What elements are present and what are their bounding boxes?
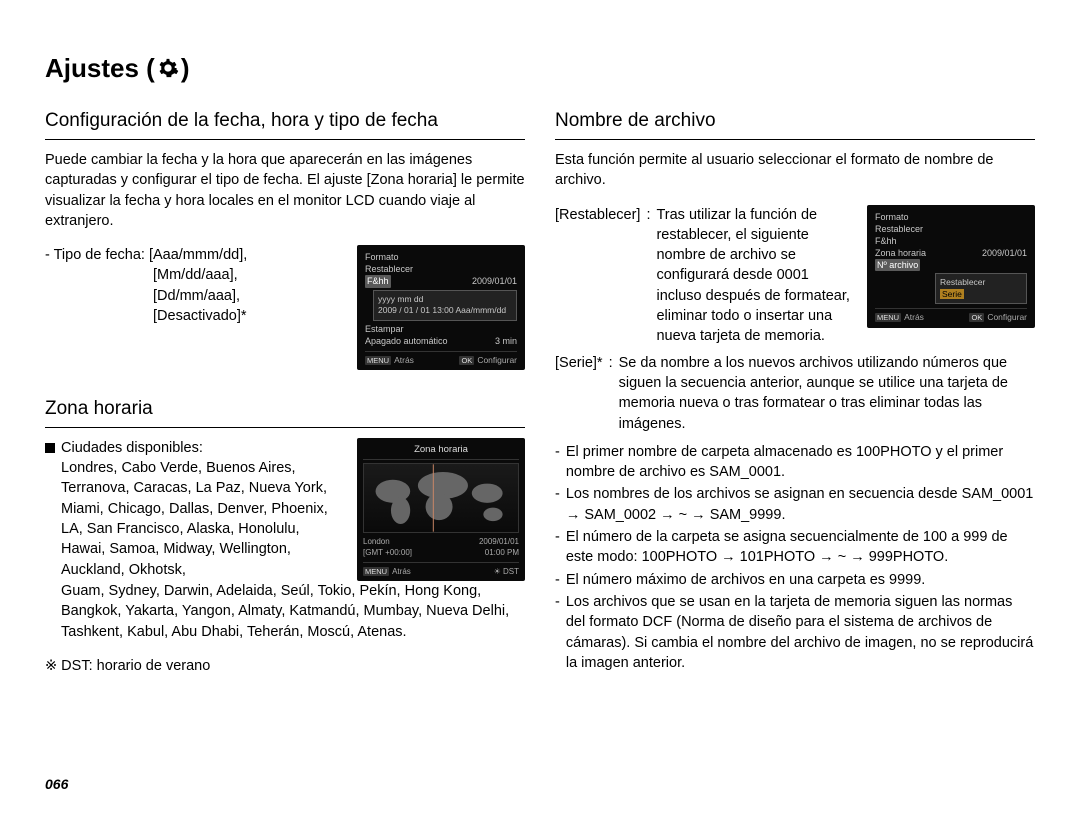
- lcd-line: F&hh: [875, 235, 897, 247]
- section-title: Zona horaria: [45, 396, 525, 428]
- title-prefix: Ajustes (: [45, 50, 155, 86]
- bullet-list: -El primer nombre de carpeta almacenado …: [555, 442, 1035, 673]
- square-bullet-icon: [45, 443, 55, 453]
- lcd-gmt: [GMT +00:00]: [363, 548, 412, 557]
- dst-note: ※ DST: horario de verano: [45, 656, 525, 676]
- dash-icon: -: [555, 527, 560, 568]
- cities-block2: Guam, Sydney, Darwin, Adelaida, Seúl, To…: [45, 581, 525, 642]
- sun-icon: ☀: [494, 567, 501, 576]
- def-sep: :: [609, 353, 613, 434]
- lcd-line: Estampar: [365, 323, 404, 335]
- section-date-time: Configuración de la fecha, hora y tipo d…: [45, 108, 525, 370]
- lcd-back: Atrás: [394, 355, 414, 365]
- lcd-filename: Formato Restablecer F&hh Zona horaria 200…: [867, 205, 1035, 328]
- right-column: Nombre de archivo Esta función permite a…: [555, 108, 1035, 702]
- def-label: [Restablecer]: [555, 205, 640, 347]
- section-title: Configuración de la fecha, hora y tipo d…: [45, 108, 525, 140]
- lcd-pop-sel: Serie: [940, 289, 964, 299]
- lcd-ok: Configurar: [987, 312, 1027, 322]
- lcd-pop-line: yyyy mm dd: [378, 294, 512, 305]
- bullet: El número máximo de archivos en una carp…: [566, 570, 925, 590]
- section-title: Nombre de archivo: [555, 108, 1035, 140]
- ok-btn-icon: OK: [459, 356, 474, 365]
- tipo-value-2: [Dd/mm/aaa],: [153, 286, 345, 306]
- dash-icon: -: [555, 570, 560, 590]
- def-text: Se da nombre a los nuevos archivos utili…: [619, 353, 1035, 434]
- tipo-label: - Tipo de fecha:: [45, 245, 145, 265]
- bullet: El primer nombre de carpeta almacenado e…: [566, 442, 1035, 483]
- lcd-popup: yyyy mm dd 2009 / 01 / 01 13:00 Aaa/mmm/…: [373, 290, 517, 321]
- gear-icon: [157, 57, 179, 79]
- lcd-val: 3 min: [495, 335, 517, 347]
- lcd-map-title: Zona horaria: [363, 443, 519, 460]
- dash-icon: -: [555, 592, 560, 673]
- lcd-city: London: [363, 537, 390, 546]
- world-map-icon: [363, 463, 519, 533]
- lcd-date-type: Formato Restablecer F&hh 2009/01/01 yyyy …: [357, 245, 525, 370]
- lcd-line: Zona horaria: [875, 247, 926, 259]
- lcd-ok: Configurar: [477, 355, 517, 365]
- def-sep: :: [646, 205, 650, 347]
- tipo-value-1: [Mm/dd/aaa],: [153, 265, 345, 285]
- bullet: Los nombres de los archivos se asignan e…: [566, 484, 1035, 525]
- lcd-back: Atrás: [392, 567, 411, 576]
- tipo-value-3: [Desactivado]*: [153, 306, 345, 326]
- dash-icon: -: [555, 442, 560, 483]
- intro-text: Puede cambiar la fecha y la hora que apa…: [45, 150, 525, 231]
- lcd-timezone: Zona horaria: [357, 438, 525, 581]
- lcd-date: 2009/01/01: [479, 537, 519, 546]
- lcd-line: Apagado automático: [365, 335, 448, 347]
- lcd-val: 2009/01/01: [982, 247, 1027, 259]
- lcd-pop-line: 2009 / 01 / 01 13:00 Aaa/mmm/dd: [378, 305, 512, 316]
- lcd-line: F&hh: [365, 275, 391, 287]
- def-text: Tras utilizar la función de restablecer,…: [656, 205, 855, 347]
- lcd-back: Atrás: [904, 312, 924, 322]
- lcd-val: 2009/01/01: [472, 275, 517, 287]
- lcd-line: Formato: [875, 211, 909, 223]
- tipo-value-0: [Aaa/mmm/dd],: [149, 245, 247, 265]
- lcd-dst: DST: [503, 567, 519, 576]
- lcd-line: Restablecer: [365, 263, 413, 275]
- bullet: Los archivos que se usan en la tarjeta d…: [566, 592, 1035, 673]
- cities-label: Ciudades disponibles:: [61, 440, 203, 456]
- lcd-line: Restablecer: [875, 223, 923, 235]
- menu-btn-icon: MENU: [365, 356, 391, 365]
- section-timezone: Zona horaria Ciudades disponibles: Londr…: [45, 396, 525, 676]
- page-number: 066: [45, 775, 68, 795]
- lcd-line: Formato: [365, 251, 399, 263]
- intro-text: Esta función permite al usuario seleccio…: [555, 150, 1035, 191]
- left-column: Configuración de la fecha, hora y tipo d…: [45, 108, 525, 702]
- ok-btn-icon: OK: [969, 313, 984, 322]
- menu-btn-icon: MENU: [875, 313, 901, 322]
- cities-block1: Londres, Cabo Verde, Buenos Aires, Terra…: [45, 458, 345, 580]
- def-label: [Serie]*: [555, 353, 603, 434]
- title-suffix: ): [181, 50, 190, 86]
- lcd-pop-opt: Restablecer: [940, 277, 1022, 288]
- dash-icon: -: [555, 484, 560, 525]
- page-title: Ajustes ( ): [45, 50, 1035, 86]
- lcd-time: 01:00 PM: [485, 548, 519, 557]
- section-filename: Nombre de archivo Esta función permite a…: [555, 108, 1035, 673]
- lcd-line: Nº archivo: [875, 259, 920, 271]
- menu-btn-icon: MENU: [363, 567, 389, 576]
- bullet: El número de la carpeta se asigna secuen…: [566, 527, 1035, 568]
- lcd-popup: Restablecer Serie: [935, 273, 1027, 304]
